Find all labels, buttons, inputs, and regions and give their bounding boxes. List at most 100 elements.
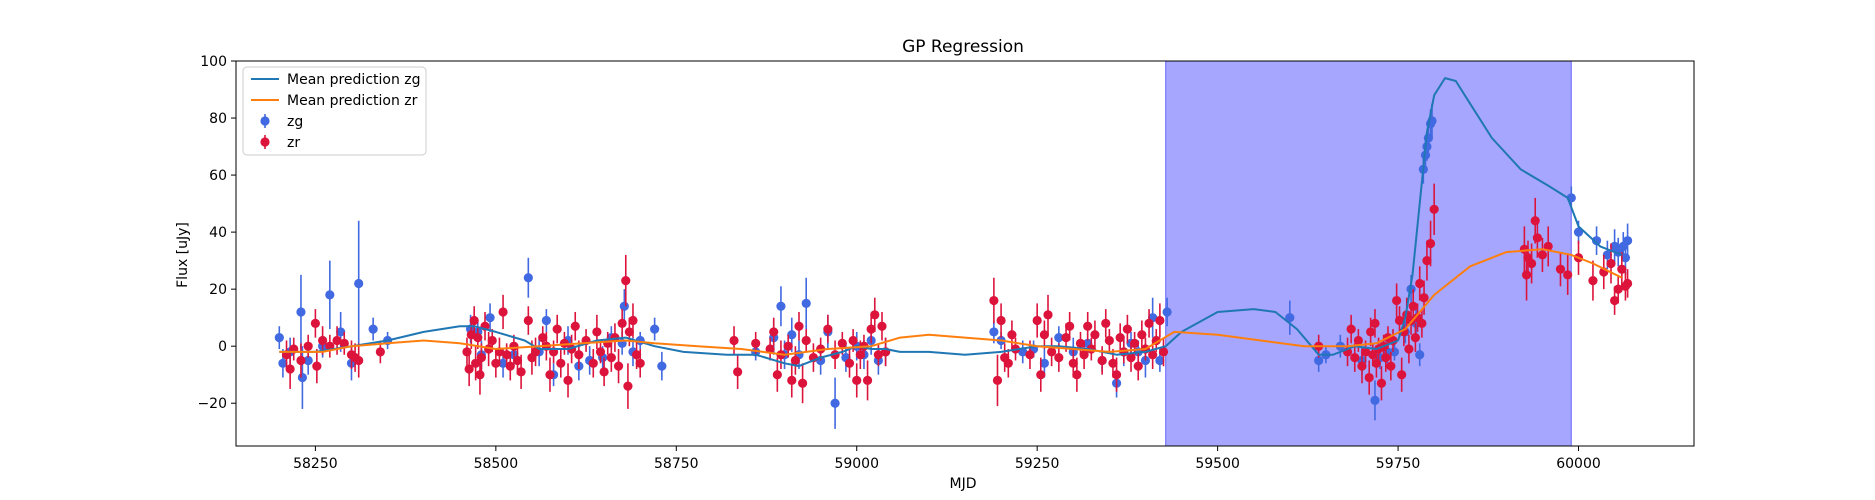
data-point: [1075, 338, 1086, 348]
data-point: [1397, 370, 1407, 380]
data-point: [485, 313, 495, 323]
data-point: [862, 375, 873, 386]
data-point: [1133, 361, 1143, 371]
data-point: [852, 375, 862, 386]
data-point: [498, 307, 508, 317]
data-point: [1003, 358, 1013, 368]
data-point: [523, 315, 533, 326]
legend: Mean prediction zg Mean prediction zr zg zr: [242, 66, 427, 156]
legend-label: zr: [287, 135, 300, 151]
legend-box: [242, 66, 427, 156]
data-point: [801, 335, 811, 346]
legend-swatch: [260, 137, 270, 147]
data-point: [1068, 358, 1078, 368]
data-point: [595, 347, 606, 357]
line-mean-prediction-zr: [279, 248, 1623, 356]
data-point: [556, 358, 566, 368]
data-point: [469, 315, 479, 326]
data-point: [1025, 350, 1035, 360]
data-point: [606, 352, 616, 363]
x-tick-label: 58250: [293, 456, 338, 472]
data-point: [588, 358, 598, 368]
data-point: [1158, 347, 1169, 357]
data-point: [1526, 258, 1537, 269]
data-point: [296, 307, 306, 317]
data-point: [1162, 307, 1172, 317]
data-point: [992, 375, 1003, 386]
y-tick-label: 0: [218, 339, 227, 355]
data-point: [1357, 361, 1367, 371]
data-point: [624, 327, 634, 337]
x-tick-label: 58500: [474, 456, 519, 472]
data-point: [1360, 347, 1371, 357]
data-point: [336, 327, 346, 337]
data-point: [1043, 310, 1053, 320]
data-point: [318, 335, 328, 346]
data-point: [505, 361, 515, 371]
x-tick-label: 58750: [654, 456, 699, 472]
data-point: [464, 364, 474, 374]
data-point: [1394, 315, 1405, 326]
data-point: [650, 324, 660, 334]
data-point: [1155, 355, 1165, 366]
data-point: [989, 327, 999, 337]
data-point: [837, 338, 847, 348]
data-point: [545, 370, 555, 380]
data-point: [1036, 370, 1046, 380]
y-tick-label: −20: [197, 396, 227, 412]
data-point: [471, 358, 481, 368]
legend-label: zg: [287, 114, 303, 130]
y-tick-label: 20: [209, 282, 227, 298]
data-point: [1602, 250, 1612, 260]
data-point: [657, 361, 667, 371]
data-point: [628, 315, 638, 326]
plot-content: [274, 61, 1633, 446]
data-point: [1425, 238, 1436, 249]
data-point: [1122, 324, 1133, 334]
data-point: [729, 335, 739, 346]
data-point: [772, 370, 782, 380]
y-tick-label: 100: [200, 54, 227, 70]
data-point: [1613, 284, 1623, 294]
data-point: [1366, 327, 1376, 337]
data-point: [619, 301, 629, 311]
data-point: [844, 358, 855, 368]
data-point: [1039, 358, 1049, 368]
data-point: [790, 355, 800, 366]
series-zr: [281, 183, 1633, 409]
data-point: [621, 275, 631, 286]
data-point: [1415, 278, 1425, 289]
data-point: [1097, 355, 1107, 366]
data-point: [617, 318, 627, 328]
data-point: [1368, 350, 1378, 360]
data-point: [1126, 352, 1136, 363]
data-point: [1072, 370, 1082, 380]
data-point: [1079, 350, 1089, 360]
data-point: [1555, 264, 1566, 274]
data-point: [1144, 318, 1154, 328]
data-point: [1371, 358, 1382, 368]
data-point: [1537, 250, 1548, 260]
data-point: [538, 333, 548, 343]
data-point: [475, 370, 485, 380]
data-point: [516, 367, 526, 377]
x-axis-label: MJD: [950, 476, 977, 492]
data-point: [375, 347, 385, 357]
data-point: [1032, 315, 1042, 326]
data-point: [751, 338, 761, 348]
data-point: [1410, 333, 1420, 343]
data-point: [1137, 330, 1147, 340]
data-point: [310, 318, 320, 328]
legend-swatch: [260, 116, 270, 126]
data-point: [1285, 313, 1295, 323]
data-point: [1591, 236, 1602, 246]
data-point: [1415, 350, 1425, 360]
data-point: [1047, 347, 1057, 357]
data-point: [592, 327, 602, 337]
data-point: [1610, 295, 1620, 306]
data-point: [303, 355, 313, 366]
data-point: [312, 361, 322, 371]
data-point: [1148, 350, 1158, 360]
data-point: [1429, 204, 1439, 214]
data-point: [1101, 318, 1111, 328]
